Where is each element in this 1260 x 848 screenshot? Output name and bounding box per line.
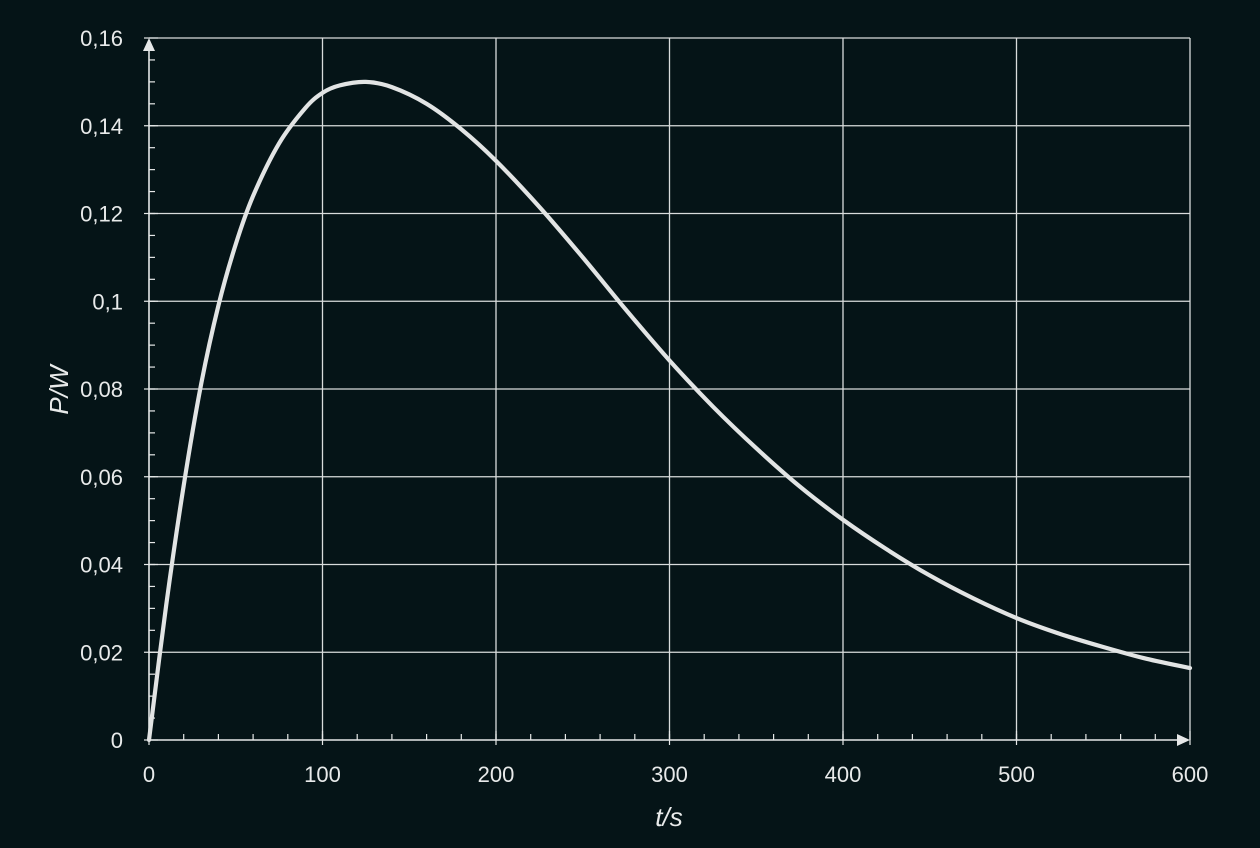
grid — [149, 37, 1191, 740]
power-curve-line — [146, 79, 1193, 743]
y-tick-label: 0,1 — [92, 289, 123, 314]
y-tick-label: 0,12 — [80, 202, 123, 227]
x-tick-label: 600 — [1172, 762, 1209, 787]
minor-ticks — [144, 37, 1191, 745]
y-tick-labels: 0 0,02 0,04 0,06 0,08 0,1 0,12 0,14 0,16 — [80, 26, 123, 753]
x-tick-label: 0 — [143, 762, 155, 787]
y-tick-label: 0,06 — [80, 465, 123, 490]
x-tick-label: 300 — [651, 762, 688, 787]
y-tick-label: 0,02 — [80, 640, 123, 665]
x-tick-label: 200 — [478, 762, 515, 787]
series-group — [146, 79, 1193, 743]
x-tick-label: 100 — [304, 762, 341, 787]
y-tick-label: 0,16 — [80, 26, 123, 51]
x-axis-title: t/s — [655, 802, 682, 832]
y-tick-label: 0,08 — [80, 377, 123, 402]
y-axis-arrow — [143, 38, 155, 51]
x-tick-label: 400 — [825, 762, 862, 787]
y-tick-label: 0 — [111, 728, 123, 753]
x-axis-arrow — [1177, 734, 1190, 746]
y-tick-label: 0,04 — [80, 553, 123, 578]
y-tick-label: 0,14 — [80, 114, 123, 139]
x-tick-labels: 0 100 200 300 400 500 600 — [143, 762, 1208, 787]
x-tick-label: 500 — [998, 762, 1035, 787]
y-axis-title: P/W — [44, 363, 74, 415]
axes — [143, 38, 1190, 746]
